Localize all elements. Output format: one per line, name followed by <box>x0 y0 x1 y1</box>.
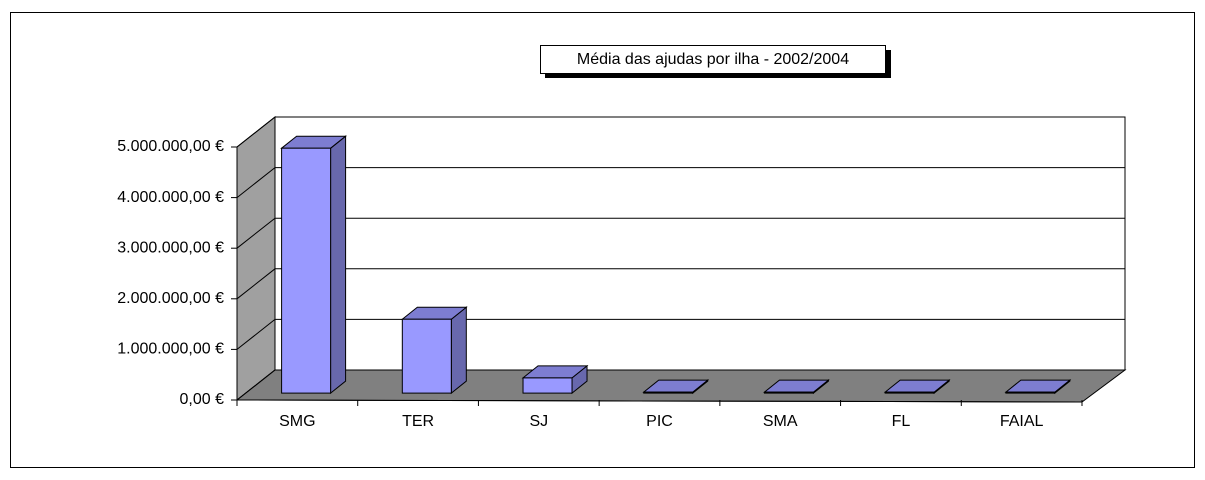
x-tick-label: PIC <box>646 413 673 430</box>
y-tick-label: 2.000.000,00 € <box>117 290 224 307</box>
bar <box>763 391 814 394</box>
bar <box>281 147 332 394</box>
grid-line <box>236 217 1125 249</box>
title-box <box>540 45 886 74</box>
grid-line <box>236 318 1125 350</box>
grid-line <box>236 369 1125 401</box>
plot-area: 0,00 € 1.000.000,00 € 2.000.000,00 € 3.000.… <box>117 115 1127 430</box>
bar <box>401 318 452 394</box>
x-tick-label: TER <box>402 413 434 430</box>
bar-side <box>450 306 467 395</box>
x-tick-label: FAIAL <box>1000 413 1044 430</box>
grid-line <box>236 268 1125 300</box>
bar <box>1005 391 1056 394</box>
x-tick-label: SMA <box>763 413 798 430</box>
grid-line <box>236 116 1125 148</box>
bar <box>884 391 935 394</box>
y-tick-label: 1.000.000,00 € <box>117 341 224 358</box>
y-tick-label: 4.000.000,00 € <box>117 189 224 206</box>
y-tick-label: 5.000.000,00 € <box>117 138 224 155</box>
bar <box>522 377 573 394</box>
x-tick-label: SJ <box>529 413 548 430</box>
grid-line <box>236 167 1125 198</box>
y-tick-label: 3.000.000,00 € <box>117 239 224 256</box>
side-wall <box>236 115 276 402</box>
bar-side <box>330 135 347 395</box>
y-tick-label: 0,00 € <box>180 391 225 408</box>
x-axis <box>236 399 1083 403</box>
x-tick-label: SMG <box>279 413 315 430</box>
chart-title: Média das ajudas por ilha - 2002/2004 <box>577 51 849 68</box>
bar <box>643 391 694 394</box>
x-tick-label: FL <box>892 413 911 430</box>
